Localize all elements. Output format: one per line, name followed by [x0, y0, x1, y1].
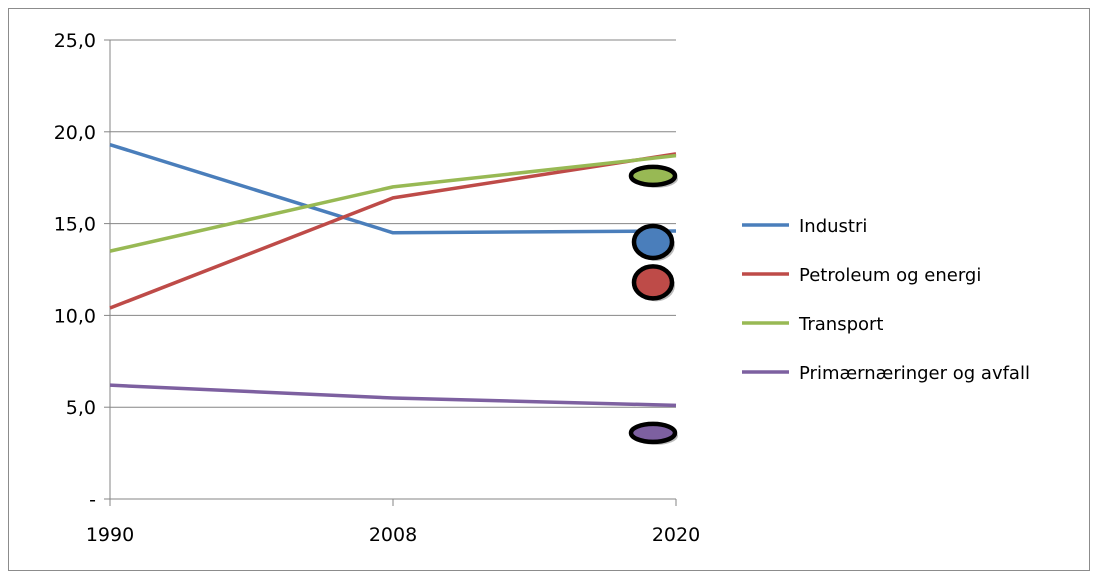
series-line-transport	[109, 153, 677, 253]
series-line-prim-rn-ringer-og-avfall	[109, 383, 677, 408]
series-line-industri	[109, 142, 677, 235]
x-tick-label: 1990	[86, 524, 134, 546]
legend-label-industri: Industri	[799, 216, 867, 237]
series-line-petroleum-og-energi	[109, 152, 677, 310]
y-tick-label: 20,0	[54, 122, 96, 144]
legend-label-prim-rn-ringer-og-avfall: Primærnæringer og avfall	[799, 363, 1030, 384]
x-tick-labels: 1990 2008 2020	[86, 499, 700, 546]
legend-label-petroleum-og-energi: Petroleum og energi	[799, 265, 981, 286]
line-chart: - 5,0 10,0 15,0 20,0 25,0 1990 2008 2020 Indust…	[54, 30, 1030, 546]
marker-2020-industri	[631, 223, 675, 261]
marker-2020-petroleum-og-energi	[631, 264, 675, 301]
y-tick-label: 15,0	[54, 214, 96, 236]
chart-frame: - 5,0 10,0 15,0 20,0 25,0 1990 2008 2020 Indust…	[8, 8, 1090, 571]
y-tick-label: 5,0	[66, 397, 96, 419]
series-lines	[109, 142, 677, 408]
y-tick-label: -	[89, 489, 96, 511]
axes	[109, 40, 676, 500]
marker-2020-prim-rn-ringer-og-avfall	[628, 421, 678, 445]
legend-label-transport: Transport	[798, 314, 883, 335]
series-markers	[628, 164, 678, 445]
legend: Industri Petroleum og energi Transport Prim…	[742, 216, 1030, 384]
grid-lines	[110, 39, 676, 408]
y-tick-label: 25,0	[54, 30, 96, 52]
marker-2020-transport	[628, 164, 678, 188]
x-tick-label: 2020	[652, 524, 700, 546]
x-tick-label: 2008	[369, 524, 417, 546]
y-tick-label: 10,0	[54, 305, 96, 327]
y-tick-labels: - 5,0 10,0 15,0 20,0 25,0	[54, 30, 110, 511]
